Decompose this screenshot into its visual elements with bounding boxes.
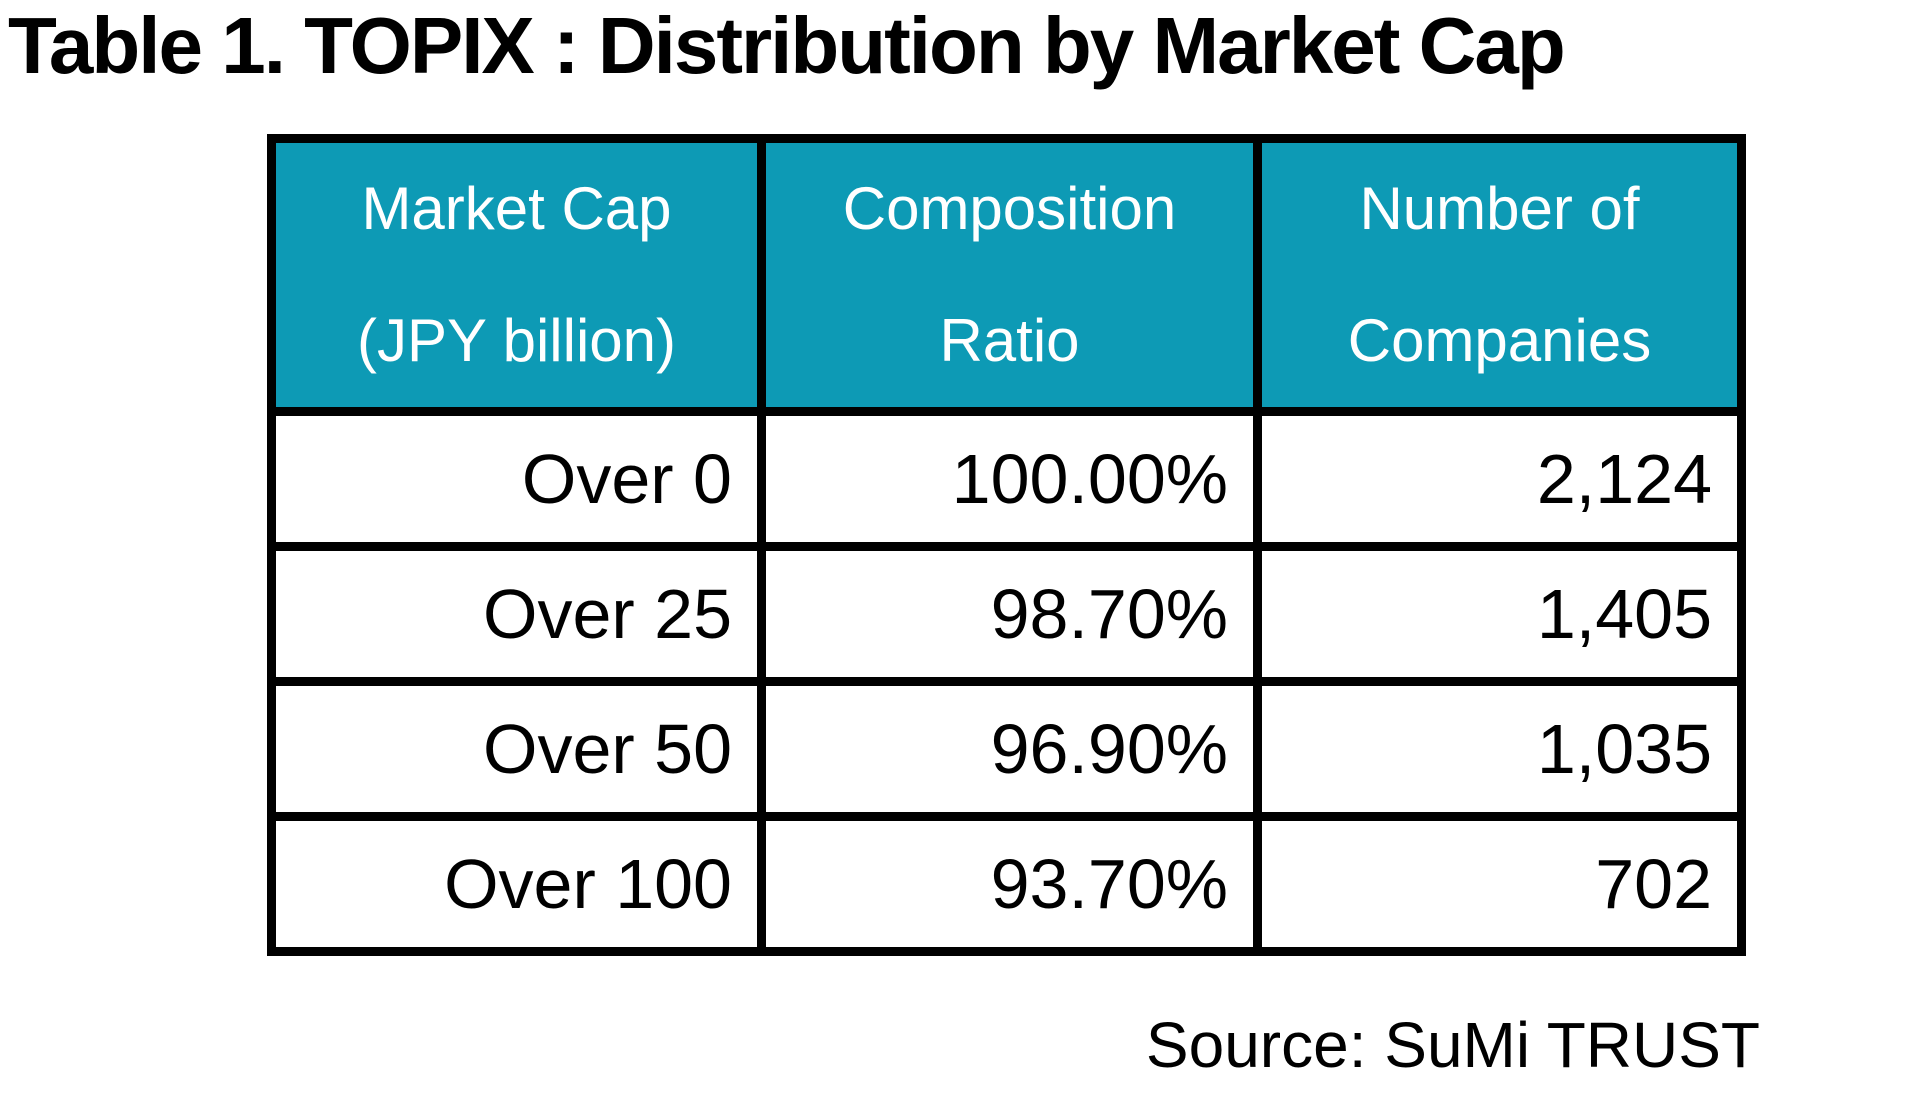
table-title: Table 1. TOPIX : Distribution by Market … bbox=[8, 1, 1566, 90]
source-note: Source: SuMi TRUST bbox=[1145, 1009, 1760, 1081]
header-line-2: Ratio bbox=[939, 307, 1080, 374]
cell-number-of-companies: 702 bbox=[1253, 812, 1746, 956]
cell-number-of-companies: 2,124 bbox=[1253, 407, 1746, 551]
cell-composition-ratio: 96.90% bbox=[757, 677, 1262, 821]
col-header-market-cap: Market Cap (JPY billion) bbox=[267, 134, 766, 416]
header-line-2: Companies bbox=[1347, 307, 1652, 374]
cell-number-of-companies: 1,035 bbox=[1253, 677, 1746, 821]
cell-number-of-companies: 1,405 bbox=[1253, 542, 1746, 686]
cell-market-cap: Over 50 bbox=[267, 677, 766, 821]
cell-market-cap: Over 100 bbox=[267, 812, 766, 956]
header-line-2: (JPY billion) bbox=[356, 307, 676, 374]
cell-market-cap: Over 25 bbox=[267, 542, 766, 686]
header-row: Market Cap (JPY billion) Composition Rat… bbox=[267, 134, 1746, 416]
market-cap-distribution-table: Market Cap (JPY billion) Composition Rat… bbox=[267, 134, 1746, 956]
header-line-1: Market Cap bbox=[361, 175, 672, 242]
table-row: Over 100 93.70% 702 bbox=[267, 812, 1746, 956]
cell-market-cap: Over 0 bbox=[267, 407, 766, 551]
col-header-composition-ratio: Composition Ratio bbox=[757, 134, 1262, 416]
cell-composition-ratio: 98.70% bbox=[757, 542, 1262, 686]
cell-composition-ratio: 100.00% bbox=[757, 407, 1262, 551]
table-row: Over 0 100.00% 2,124 bbox=[267, 407, 1746, 551]
cell-composition-ratio: 93.70% bbox=[757, 812, 1262, 956]
header-line-1: Number of bbox=[1359, 175, 1640, 242]
table-row: Over 50 96.90% 1,035 bbox=[267, 677, 1746, 821]
table-row: Over 25 98.70% 1,405 bbox=[267, 542, 1746, 686]
header-line-1: Composition bbox=[842, 175, 1177, 242]
col-header-number-of-companies: Number of Companies bbox=[1253, 134, 1746, 416]
